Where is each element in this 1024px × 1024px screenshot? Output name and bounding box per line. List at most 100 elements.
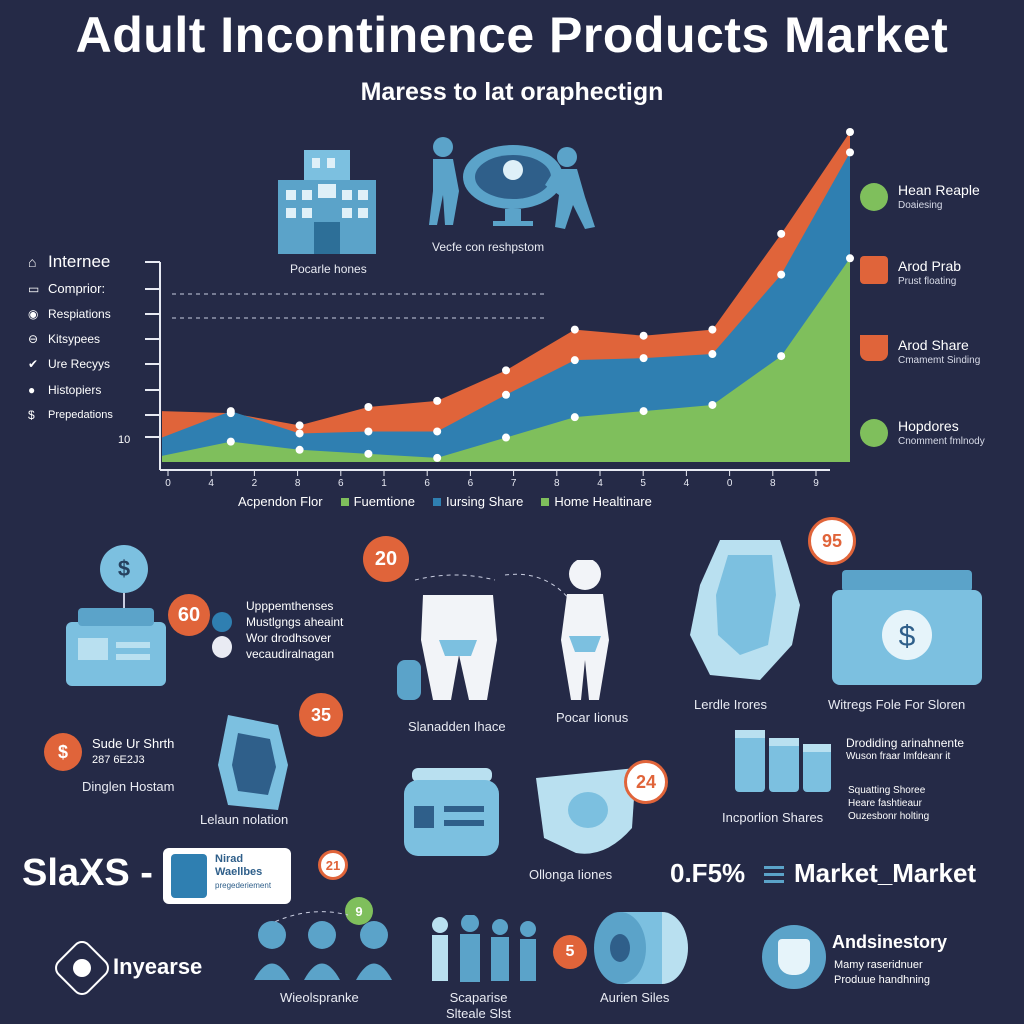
diamond-dot (73, 959, 91, 977)
label-inpo: Incporlion Shares (722, 810, 824, 825)
data-point (777, 270, 786, 279)
y-label-respiations: ◉ Respiations (28, 307, 111, 321)
connector (123, 593, 125, 613)
drop-icon (860, 256, 888, 284)
right-text: Drodiding arinahnente Wuson fraar Imfdea… (846, 736, 965, 762)
badge-20: 20 (363, 536, 409, 582)
x-tick-label: 0 (727, 478, 733, 489)
data-point (364, 427, 373, 436)
x-tick-label: 7 (511, 478, 517, 489)
x-tick-label: 0 (165, 478, 171, 489)
label-body1: Slanadden Ihace (408, 719, 506, 734)
data-point (295, 429, 304, 438)
data-point (364, 403, 373, 411)
dot-icon (212, 612, 232, 632)
dollar-icon: $ (28, 408, 35, 422)
roll-icon (594, 912, 688, 984)
svg-text:$: $ (899, 620, 916, 653)
data-point (570, 325, 579, 334)
x-tick-label: 6 (338, 478, 344, 489)
data-point (364, 449, 373, 458)
x-tick-label: 1 (381, 478, 387, 489)
label-bag: Witregs Fole For Sloren (828, 697, 966, 712)
package-icon (66, 608, 166, 686)
x-tick-label: 2 (252, 478, 258, 489)
people-network-icon (254, 911, 392, 980)
y-label-ure: ✔ Ure Recyys (28, 357, 111, 371)
green-circle-icon (860, 419, 888, 447)
data-point (226, 409, 235, 418)
legend-item-2: Iursing Share (432, 494, 523, 509)
data-point (433, 427, 442, 436)
label-pad2: Lelaun nolation (200, 812, 289, 827)
x-tick-label: 6 (468, 478, 474, 489)
badge-9: 9 (345, 897, 373, 925)
hourglass-icon (171, 854, 207, 898)
share-value: 0.F5% (670, 858, 746, 888)
caregiver-icon (425, 135, 600, 235)
data-point (777, 352, 786, 361)
x-tick-label: 8 (770, 478, 776, 489)
data-point (846, 254, 854, 263)
legend-item-0: Acpendon Flor (238, 494, 323, 509)
area-chart: 0 4 2 8 6 1 6 6 7 8 4 5 4 0 8 9 (145, 128, 854, 489)
data-point (433, 396, 442, 405)
list-icon (764, 866, 784, 884)
data-point (708, 400, 717, 409)
label-pad: Lerdle Irores (694, 697, 767, 712)
legend-item-3: Home Healtinare (541, 494, 652, 509)
ands-sub: Mamy raseridnuer Produue handhning (834, 959, 931, 986)
label-body2: Pocar Iionus (556, 710, 629, 725)
x-tick-label: 6 (424, 478, 430, 489)
chart-legend: Acpendon Flor Fuemtione Iursing Share Ho… (238, 494, 738, 509)
badge-60: 60 (168, 594, 210, 636)
x-tick-label: 4 (208, 478, 214, 489)
legend-item-1: Fuemtione (340, 494, 415, 509)
box-icon: ▭ (28, 281, 40, 296)
care-label: Vecfe con reshpstom (432, 240, 545, 254)
x-tick-label: 4 (597, 478, 603, 489)
data-point (502, 433, 510, 442)
data-point (639, 331, 648, 340)
y-label-10: 10 (118, 434, 131, 446)
right-text2: Squatting Shoree Heare fashtieaur Ouzesb… (848, 785, 930, 822)
data-point (777, 229, 786, 238)
data-point (708, 325, 717, 334)
label-family: Scaparise Slteale Slst (446, 990, 512, 1021)
diaper-cup-icon (404, 768, 499, 856)
dollar-text: Sude Ur Shrth 287 6E2J3 (92, 736, 175, 766)
data-point (226, 437, 235, 446)
info-card: Nirad Waellbes pregederiement (163, 848, 291, 904)
home-icon: ⌂ (28, 254, 37, 270)
x-tick-label: 9 (813, 478, 819, 489)
y-label-internee: ⌂ Internee (28, 252, 111, 271)
y-label-prepedations: $ Prepedations (28, 408, 113, 422)
data-point (433, 453, 442, 462)
data-point (846, 148, 854, 157)
green-circle-icon (860, 183, 888, 211)
y-label-comprior: ▭ Comprior: (28, 281, 106, 296)
data-point (846, 128, 854, 136)
market-label: Market_Market (794, 858, 977, 888)
data-point (295, 421, 304, 430)
data-point (570, 356, 579, 365)
pad-icon (690, 540, 800, 680)
label-people: Wieolspranke (280, 990, 359, 1005)
diaper-circle-icon (762, 925, 826, 989)
y-tick-marks (145, 261, 160, 438)
text-block-60: Upppemthenses Mustlgngs aheaint Wor drod… (246, 599, 344, 661)
person-icon (212, 636, 232, 658)
dollar-badge-icon: $ (44, 733, 82, 771)
dollar-sub: Dinglen Hostam (82, 779, 175, 794)
data-point (570, 413, 579, 422)
bag-icon: $ (832, 570, 982, 685)
building-label: Pocarle hones (290, 262, 367, 276)
data-point (639, 407, 648, 416)
page-title: Adult Incontinence Products Market (75, 7, 949, 63)
data-point (295, 445, 304, 454)
y-label-kitsypees: ⊖ Kitsypees (28, 332, 101, 346)
inyearse-label: Inyearse (113, 954, 203, 979)
money-bag-icon: $ (100, 545, 148, 593)
bandage-icon: ⊖ (28, 332, 39, 346)
person-icon: ● (28, 383, 36, 397)
